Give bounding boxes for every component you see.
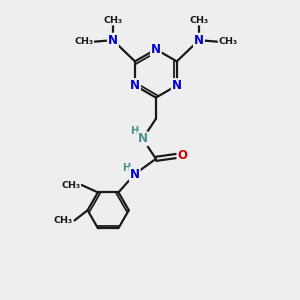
Text: CH₃: CH₃ [219,37,238,46]
Text: N: N [151,43,161,56]
Text: CH₃: CH₃ [61,181,80,190]
Text: N: N [130,168,140,181]
Text: N: N [172,79,182,92]
Text: N: N [108,34,118,47]
Text: CH₃: CH₃ [54,216,73,225]
Text: N: N [194,34,204,47]
Text: N: N [130,79,140,92]
Text: H: H [130,126,139,136]
Text: H: H [122,163,130,173]
Text: O: O [177,149,188,162]
Text: CH₃: CH₃ [189,16,208,25]
Text: CH₃: CH₃ [74,37,93,46]
Text: CH₃: CH₃ [103,16,122,25]
Text: N: N [138,132,148,145]
